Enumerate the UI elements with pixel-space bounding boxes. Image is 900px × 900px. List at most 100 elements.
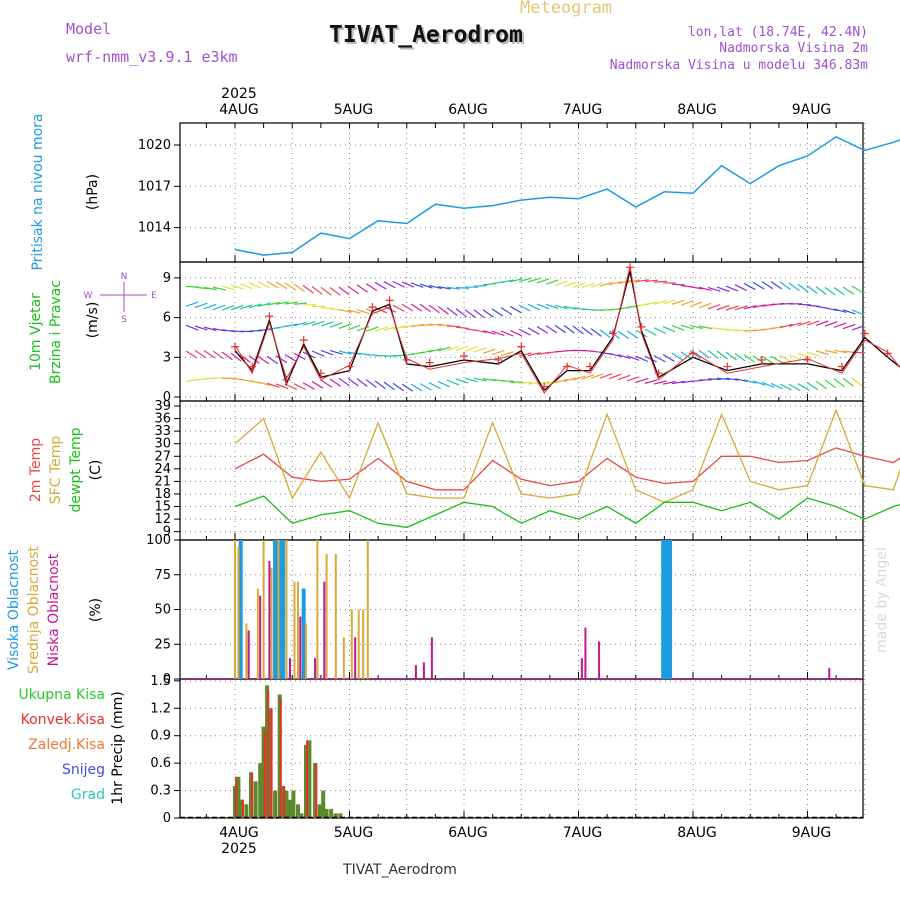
precip-conv-bar [251,772,254,818]
top-day-label: 5AUG [334,102,374,118]
y-tick-label: 9 [163,271,171,286]
wind-side-label-1: 10m Vjetar [28,293,44,371]
wind-barb [545,303,559,310]
precip-legend-item: Ukupna Kisa [18,687,105,703]
precip-total-bar [249,772,253,818]
cloud-mid-bar [305,623,307,679]
temp-2m-line [234,447,900,491]
pressure-line [234,135,900,256]
cloud-high-bar [281,540,286,679]
wind-barb [266,301,280,306]
y-tick-label: 25 [154,637,171,652]
wind-barb [662,325,676,333]
wind-barb [788,282,800,292]
wind-barb [635,279,649,283]
wind-barb [608,280,622,286]
wind-barb [374,380,386,390]
precip-total-bar [288,799,292,818]
wind-barb [554,304,568,310]
wind-barb [797,383,810,391]
wind-barb [626,279,640,283]
wind-barb [320,349,334,356]
wind-barb [581,326,593,336]
wind-barb [338,377,350,387]
y-tick-label: 27 [154,449,171,464]
watermark: made by Angel [874,547,890,653]
wind-barb [500,307,513,316]
wind-barb [239,304,253,310]
wind-barb [617,374,631,381]
wind-gust-marker [265,312,274,321]
bottom-day-label: 6AUG [448,825,488,841]
wind-barb [203,286,217,291]
wind-gust-marker [883,349,892,358]
y-tick-label: 15 [154,500,171,515]
precip-total-bar [284,790,289,818]
wind-barb [446,286,460,290]
compass-west: W [84,291,93,301]
cloud-mid-bar [293,581,296,679]
bottom-day-label: 5AUG [334,825,374,841]
wind-barb [428,284,442,290]
wind-barb [455,308,467,318]
y-tick-label: 3 [163,350,171,365]
precip-conv-bar [283,786,286,818]
wind-barb [842,323,856,330]
cloud-mid-bar [297,581,299,679]
wind-barb [293,321,307,327]
y-tick-label: 0 [163,390,171,405]
wind-barb [428,348,442,353]
precip-total-bar [307,740,312,818]
wind-barb [671,325,685,331]
wind-barb [662,380,676,385]
bottom-day-label: 4AUG [219,825,259,841]
wind-barb [734,284,747,291]
wind-barb [266,382,280,388]
wind-barb [545,325,558,334]
wind-barb [239,283,253,290]
cloud-mid-bar [334,553,337,679]
wind-barb [455,345,469,351]
y-tick-label: 50 [154,603,171,618]
cloud-low-bar [247,630,250,679]
precip-total-bar [239,799,244,818]
y-tick-label: 9 [163,525,171,540]
wind-barb [833,308,847,313]
wind-barb [482,348,496,354]
wind-barb [275,301,289,305]
wind-barb [212,350,224,360]
cloud-low-bar [268,560,271,679]
cloud-mid-bar [325,553,328,679]
wind-barb [410,282,424,288]
wind-barb [716,304,730,311]
wind-barb [383,281,396,289]
wind-gust-marker [316,369,325,378]
wind-barb [248,281,262,289]
wind-barb [347,309,361,314]
precip-total-bar [281,786,286,818]
precip-total-bar [273,790,278,818]
cloud-mid-bar [262,540,265,679]
wind-barb [347,324,361,331]
wind-barb [779,281,791,291]
wind-barb [302,382,315,390]
precip-total-bar [258,763,263,818]
wind-barb [284,301,298,305]
y-tick-label: 21 [154,474,171,489]
wind-barb [797,352,811,359]
precip-total-bar [277,694,282,818]
wind-barb [401,281,415,288]
wind-barb [743,379,757,384]
wind-barb [392,280,405,288]
wind-barb [842,309,856,315]
wind-barb [725,377,739,381]
model-name: wrf-nmm_v3.9.1 e3km [66,48,238,66]
wind-barb [689,286,703,290]
wind-barb [482,330,496,335]
cloud-mid-bar [350,609,353,679]
y-tick-label: 18 [154,487,171,502]
wind-barb [473,377,487,382]
wind-barb [437,380,451,388]
wind-barb [761,281,774,290]
y-tick-label: 1.5 [150,674,171,689]
